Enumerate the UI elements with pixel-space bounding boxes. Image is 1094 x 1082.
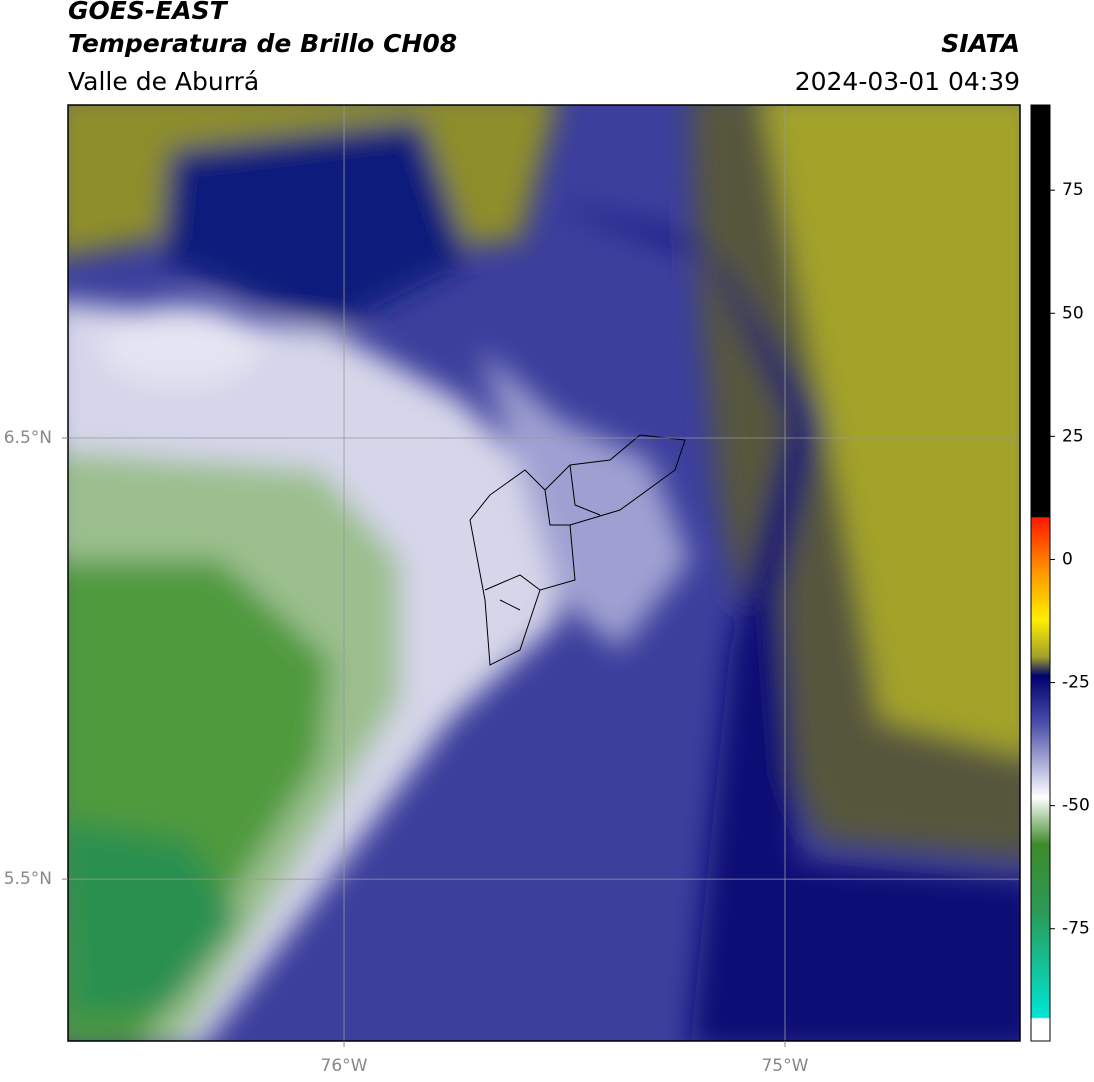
colorbar-tick-label: 50	[1062, 303, 1084, 323]
lat-tick-label: 5.5°N	[4, 869, 52, 889]
lon-tick-label: 75°W	[761, 1056, 808, 1076]
colorbar-tick-label: -25	[1062, 673, 1090, 693]
colorbar-tick-label: -75	[1062, 919, 1090, 939]
region: Valle de Aburrá	[68, 67, 259, 96]
colorbar-tick-label: 75	[1062, 180, 1084, 200]
subtitle: Temperatura de Brillo CH08	[68, 29, 457, 58]
lon-tick-label: 76°W	[321, 1056, 368, 1076]
title: GOES-EAST	[68, 0, 229, 25]
source: SIATA	[941, 29, 1020, 58]
datetime: 2024-03-01 04:39	[795, 67, 1020, 96]
colorbar-tick-label: 0	[1062, 549, 1073, 569]
map-frame	[67, 104, 1021, 1042]
colorbar-tick-label: -50	[1062, 796, 1090, 816]
lat-tick-label: 6.5°N	[4, 428, 52, 448]
colorbar-tick-label: 25	[1062, 426, 1084, 446]
satellite-image	[68, 105, 1020, 1041]
colorbar	[1030, 104, 1051, 1042]
